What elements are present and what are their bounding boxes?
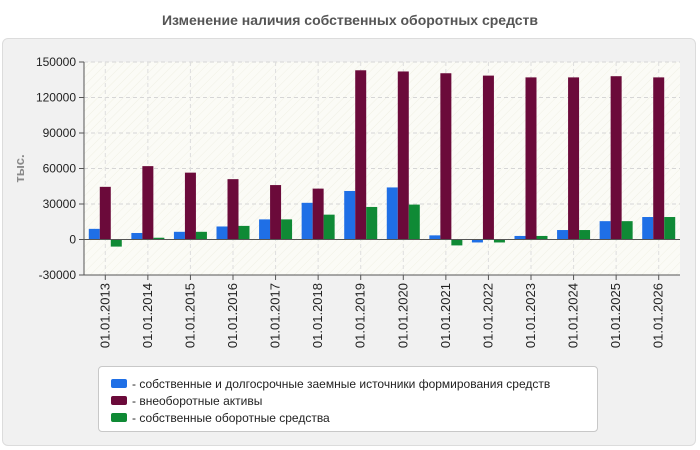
bar-working-capital	[664, 217, 676, 240]
y-tick-label: -30000	[39, 268, 77, 282]
y-tick-label: 150000	[36, 55, 76, 69]
x-tick-label: 01.01.2019	[353, 283, 368, 348]
bar-sources	[344, 190, 356, 240]
bar-sources	[173, 231, 185, 240]
x-tick-label: 01.01.2016	[225, 283, 240, 348]
bar-sources	[88, 228, 100, 240]
bar-noncurrent-assets	[568, 77, 580, 240]
chart-legend: - собственные и долгосрочные заемные ист…	[98, 366, 598, 432]
bar-sources	[259, 219, 271, 240]
x-tick-label: 01.01.2013	[97, 283, 112, 348]
y-tick-label: 90000	[43, 126, 77, 140]
bar-working-capital	[281, 219, 293, 240]
bar-noncurrent-assets	[397, 71, 409, 240]
chart-title: Изменение наличия собственных оборотных …	[161, 12, 539, 28]
bar-working-capital	[153, 237, 165, 240]
bar-noncurrent-assets	[355, 70, 367, 240]
legend-item-working-capital: - собственные оборотные средства	[111, 409, 597, 426]
legend-label-sources: - собственные и долгосрочные заемные ист…	[132, 376, 551, 391]
bar-sources	[131, 232, 143, 240]
x-tick-label: 01.01.2022	[480, 283, 495, 348]
bar-noncurrent-assets	[184, 172, 196, 240]
bar-noncurrent-assets	[440, 73, 452, 240]
bar-noncurrent-assets	[99, 186, 111, 240]
bar-noncurrent-assets	[610, 76, 622, 240]
x-tick-label: 01.01.2026	[651, 283, 666, 348]
bar-noncurrent-assets	[270, 185, 282, 240]
bar-noncurrent-assets	[482, 75, 494, 240]
bar-working-capital	[323, 214, 335, 240]
y-tick-label: 30000	[43, 197, 77, 211]
bar-working-capital	[366, 206, 378, 240]
legend-swatch-working-capital	[111, 413, 127, 422]
bar-working-capital	[110, 239, 122, 247]
bar-working-capital	[621, 221, 633, 240]
bar-working-capital	[451, 239, 463, 246]
bar-noncurrent-assets	[525, 77, 537, 240]
x-tick-label: 01.01.2023	[523, 283, 538, 348]
bar-working-capital	[493, 239, 505, 243]
x-tick-label: 01.01.2020	[395, 283, 410, 348]
y-tick-label: 0	[69, 233, 76, 247]
legend-item-sources: - собственные и долгосрочные заемные ист…	[111, 375, 597, 392]
legend-swatch-sources	[111, 379, 127, 388]
bar-sources	[599, 221, 611, 240]
bar-noncurrent-assets	[653, 77, 665, 240]
bar-working-capital	[579, 230, 591, 240]
bar-sources	[642, 217, 654, 240]
legend-item-noncurrent-assets: - внеоборотные активы	[111, 392, 597, 409]
bar-sources	[386, 187, 398, 240]
bar-working-capital	[408, 204, 420, 240]
bar-sources	[514, 235, 526, 240]
bar-sources	[216, 226, 228, 240]
bar-sources	[471, 239, 483, 243]
legend-swatch-noncurrent-assets	[111, 396, 127, 405]
y-tick-label: 60000	[43, 162, 77, 176]
bar-noncurrent-assets	[312, 188, 324, 240]
bar-noncurrent-assets	[142, 166, 154, 240]
x-tick-label: 01.01.2024	[566, 283, 581, 348]
bar-working-capital	[536, 235, 548, 240]
legend-label-noncurrent-assets: - внеоборотные активы	[132, 393, 263, 408]
bar-sources	[429, 235, 441, 240]
bar-working-capital	[195, 231, 207, 240]
x-tick-label: 01.01.2025	[608, 283, 623, 348]
x-tick-label: 01.01.2015	[182, 283, 197, 348]
y-axis-label: тыс.	[12, 154, 27, 182]
x-tick-label: 01.01.2021	[438, 283, 453, 348]
x-tick-label: 01.01.2017	[268, 283, 283, 348]
bar-sources	[557, 230, 569, 240]
x-tick-label: 01.01.2014	[140, 283, 155, 348]
legend-label-working-capital: - собственные оборотные средства	[132, 410, 330, 425]
bar-working-capital	[238, 225, 250, 240]
bar-sources	[301, 202, 313, 240]
y-tick-label: 120000	[36, 91, 76, 105]
x-tick-label: 01.01.2018	[310, 283, 325, 348]
bar-noncurrent-assets	[227, 179, 239, 240]
